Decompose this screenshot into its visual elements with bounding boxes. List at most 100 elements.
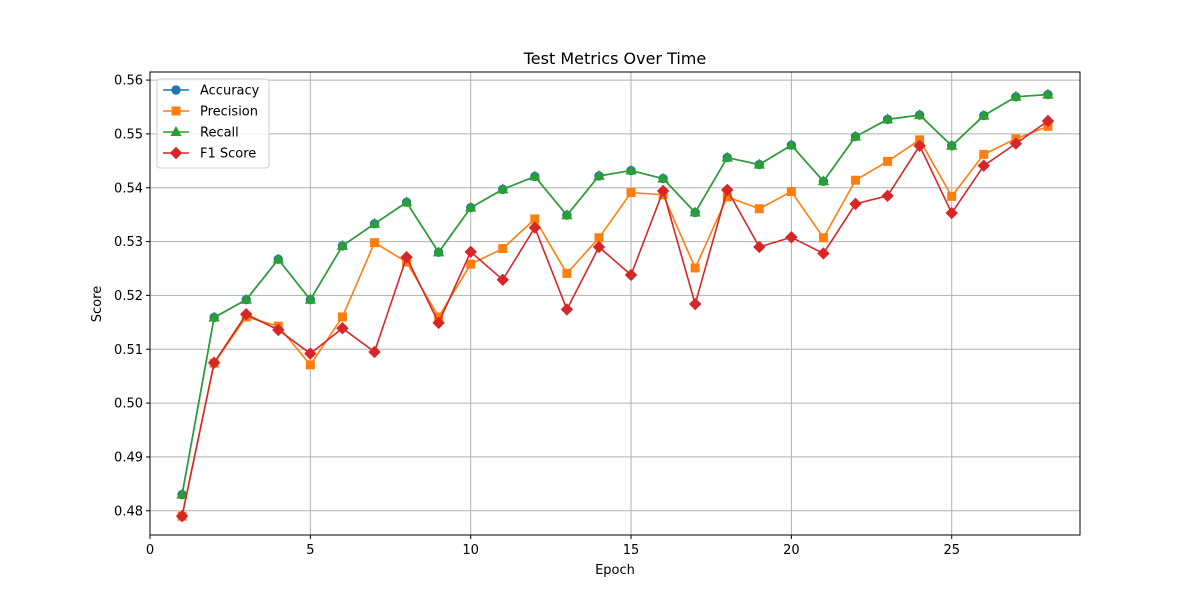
f1-score-point: [528, 221, 542, 234]
f1-score-point: [753, 240, 766, 254]
f1-score-point: [560, 303, 574, 316]
recall-point: [304, 293, 317, 304]
series-group: [175, 88, 1055, 523]
precision-point: [754, 204, 764, 214]
f1-score-point: [239, 308, 253, 321]
recall-point: [336, 239, 349, 250]
plot-frame: [149, 71, 1081, 536]
recall-point: [978, 109, 990, 120]
recall-point: [240, 293, 252, 304]
f1-score-point: [400, 250, 413, 264]
recall-point: [432, 246, 445, 257]
recall-point: [753, 158, 765, 169]
y-tick-label: 0.54: [114, 181, 143, 196]
f1-score-point: [945, 206, 958, 220]
precision-point: [690, 263, 700, 273]
f1-score-point: [656, 184, 670, 198]
f1-score-point: [336, 322, 349, 335]
legend-marker: [169, 146, 183, 160]
recall-point: [176, 488, 188, 499]
precision-point: [369, 238, 379, 248]
legend-box: [156, 78, 270, 169]
legend-label: Recall: [200, 126, 239, 141]
y-tick-label: 0.48: [114, 504, 143, 519]
recall-point: [785, 139, 798, 150]
y-axis-title: Score: [90, 286, 105, 322]
recall-point: [817, 175, 830, 186]
precision-point: [626, 188, 636, 198]
x-tick-label: 0: [146, 543, 154, 558]
recall-point: [913, 109, 926, 120]
recall-line: [181, 93, 1048, 495]
precision-point: [947, 191, 957, 201]
f1-score-point: [496, 273, 509, 287]
recall-point: [400, 196, 413, 207]
f1-score-point: [175, 509, 189, 523]
legend-item-accuracy: Accuracy: [163, 84, 260, 99]
precision-point: [883, 156, 893, 166]
x-tick-label: 10: [462, 543, 479, 558]
recall-point: [849, 130, 862, 141]
f1-score-point: [977, 159, 991, 172]
legend-marker: [171, 106, 181, 116]
legend-item-f1-score: F1 Score: [163, 147, 256, 162]
y-tick-label: 0.52: [114, 289, 143, 304]
precision-point: [818, 233, 828, 243]
f1-score-point: [624, 268, 638, 282]
precision-point: [562, 268, 572, 278]
f1-score-point: [881, 189, 894, 203]
legend-marker: [171, 85, 181, 95]
f1-score-line: [181, 120, 1049, 517]
recall-point: [593, 169, 605, 180]
recall-point: [368, 217, 381, 228]
recall-point: [657, 172, 669, 183]
f1-score-point: [817, 247, 830, 260]
y-tick-label: 0.55: [114, 127, 143, 142]
x-axis-title: Epoch: [595, 563, 635, 578]
legend-marker: [170, 125, 182, 136]
f1-score-point: [207, 356, 221, 369]
x-tick-label: 5: [306, 543, 314, 558]
x-tick-label: 20: [783, 543, 800, 558]
precision-point: [337, 312, 347, 322]
y-tick-label: 0.50: [114, 397, 143, 412]
series-f1-score: [175, 114, 1055, 523]
precision-point: [305, 360, 315, 370]
x-tick-label: 15: [623, 543, 640, 558]
recall-point: [529, 170, 541, 181]
f1-score-point: [721, 183, 734, 197]
precision-point: [594, 233, 604, 243]
f1-score-point: [688, 297, 702, 311]
recall-point: [1010, 90, 1022, 101]
precision-point: [498, 244, 508, 254]
f1-score-point: [913, 139, 926, 152]
y-tick-label: 0.49: [114, 450, 143, 465]
recall-point: [465, 201, 477, 212]
f1-score-point: [849, 197, 862, 211]
y-tick-label: 0.56: [114, 74, 143, 89]
f1-score-point: [432, 316, 445, 330]
f1-score-point: [1009, 137, 1023, 150]
legend-item-precision: Precision: [163, 105, 258, 120]
y-tick-label: 0.51: [114, 343, 143, 358]
recall-point: [625, 164, 637, 175]
recall-point: [689, 206, 701, 217]
f1-score-point: [272, 323, 285, 337]
recall-point: [721, 151, 733, 162]
f1-score-point: [304, 347, 317, 360]
legend-label: Precision: [200, 105, 258, 120]
recall-point: [272, 253, 284, 264]
f1-score-point: [592, 240, 606, 254]
legend-label: F1 Score: [200, 147, 256, 162]
legend-item-recall: Recall: [163, 126, 239, 141]
grid: [149, 72, 1080, 535]
recall-point: [881, 113, 894, 124]
legend-label: Accuracy: [200, 84, 260, 99]
recall-point: [561, 209, 573, 220]
precision-point: [851, 175, 861, 185]
precision-point: [466, 259, 476, 269]
recall-point: [1042, 88, 1054, 99]
axes: 0 5 10 15 20 25 0.48 0.49 0.50 0.51 0.52 0.53 0.54 0.…: [114, 74, 960, 558]
f1-score-point: [1041, 114, 1055, 128]
